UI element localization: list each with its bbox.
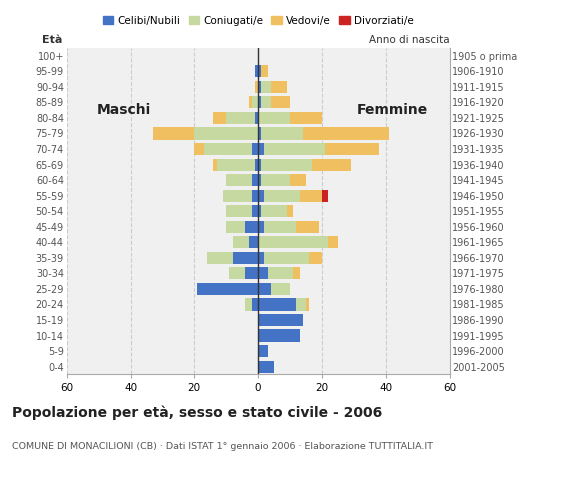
Text: Femmine: Femmine bbox=[357, 103, 427, 117]
Bar bbox=[261, 158, 313, 170]
Bar bbox=[255, 81, 258, 93]
Bar bbox=[252, 299, 258, 311]
Bar bbox=[261, 65, 268, 77]
Bar bbox=[194, 143, 204, 155]
Bar bbox=[258, 314, 303, 326]
Bar bbox=[258, 329, 300, 342]
Text: Popolazione per età, sesso e stato civile - 2006: Popolazione per età, sesso e stato civil… bbox=[12, 406, 382, 420]
Bar bbox=[249, 96, 252, 108]
Text: Età: Età bbox=[42, 35, 63, 45]
Bar bbox=[258, 267, 268, 279]
Bar bbox=[252, 205, 258, 217]
Bar bbox=[245, 221, 258, 233]
Bar bbox=[261, 174, 290, 186]
Bar bbox=[226, 221, 245, 233]
Bar bbox=[258, 143, 264, 155]
Bar bbox=[271, 81, 287, 93]
Bar bbox=[325, 143, 379, 155]
Bar bbox=[217, 158, 255, 170]
Bar bbox=[258, 360, 274, 372]
Bar bbox=[261, 127, 303, 140]
Bar bbox=[261, 205, 287, 217]
Bar bbox=[258, 205, 261, 217]
Bar bbox=[258, 190, 264, 202]
Bar bbox=[258, 345, 268, 357]
Bar bbox=[252, 174, 258, 186]
Bar bbox=[258, 65, 261, 77]
Bar bbox=[207, 252, 233, 264]
Bar bbox=[223, 190, 252, 202]
Bar bbox=[271, 96, 290, 108]
Bar bbox=[258, 236, 328, 248]
Bar bbox=[258, 283, 271, 295]
Bar bbox=[230, 267, 245, 279]
Bar bbox=[271, 283, 290, 295]
Bar bbox=[153, 127, 194, 140]
Bar bbox=[258, 158, 261, 170]
Bar bbox=[296, 299, 306, 311]
Bar bbox=[226, 112, 255, 124]
Legend: Celibi/Nubili, Coniugati/e, Vedovi/e, Divorziati/e: Celibi/Nubili, Coniugati/e, Vedovi/e, Di… bbox=[99, 12, 418, 30]
Bar bbox=[322, 190, 328, 202]
Bar bbox=[252, 96, 258, 108]
Bar bbox=[204, 143, 252, 155]
Bar bbox=[252, 190, 258, 202]
Bar bbox=[252, 143, 258, 155]
Bar bbox=[306, 299, 309, 311]
Bar bbox=[264, 221, 296, 233]
Bar bbox=[300, 190, 322, 202]
Bar bbox=[258, 252, 264, 264]
Bar bbox=[309, 252, 322, 264]
Bar bbox=[226, 174, 252, 186]
Bar bbox=[258, 221, 264, 233]
Bar bbox=[261, 96, 271, 108]
Bar bbox=[268, 267, 293, 279]
Bar bbox=[213, 158, 217, 170]
Bar bbox=[303, 127, 389, 140]
Bar bbox=[245, 299, 252, 311]
Bar bbox=[226, 205, 252, 217]
Bar bbox=[255, 158, 258, 170]
Bar bbox=[290, 174, 306, 186]
Bar bbox=[255, 65, 258, 77]
Bar bbox=[287, 205, 293, 217]
Bar bbox=[258, 174, 261, 186]
Bar bbox=[249, 236, 258, 248]
Text: Anno di nascita: Anno di nascita bbox=[369, 35, 450, 45]
Text: Maschi: Maschi bbox=[97, 103, 151, 117]
Bar bbox=[213, 112, 226, 124]
Bar bbox=[328, 236, 338, 248]
Bar bbox=[255, 112, 258, 124]
Bar bbox=[264, 190, 299, 202]
Bar bbox=[258, 299, 296, 311]
Text: COMUNE DI MONACILIONI (CB) · Dati ISTAT 1° gennaio 2006 · Elaborazione TUTTITALI: COMUNE DI MONACILIONI (CB) · Dati ISTAT … bbox=[12, 442, 433, 451]
Bar bbox=[197, 283, 258, 295]
Bar bbox=[258, 96, 261, 108]
Bar bbox=[233, 236, 249, 248]
Bar bbox=[258, 81, 261, 93]
Bar bbox=[245, 267, 258, 279]
Bar bbox=[264, 143, 325, 155]
Bar bbox=[264, 252, 309, 264]
Bar bbox=[258, 112, 290, 124]
Bar bbox=[258, 127, 261, 140]
Bar bbox=[261, 81, 271, 93]
Bar bbox=[313, 158, 350, 170]
Bar bbox=[290, 112, 322, 124]
Bar bbox=[194, 127, 258, 140]
Bar bbox=[296, 221, 319, 233]
Bar bbox=[233, 252, 258, 264]
Bar bbox=[293, 267, 299, 279]
